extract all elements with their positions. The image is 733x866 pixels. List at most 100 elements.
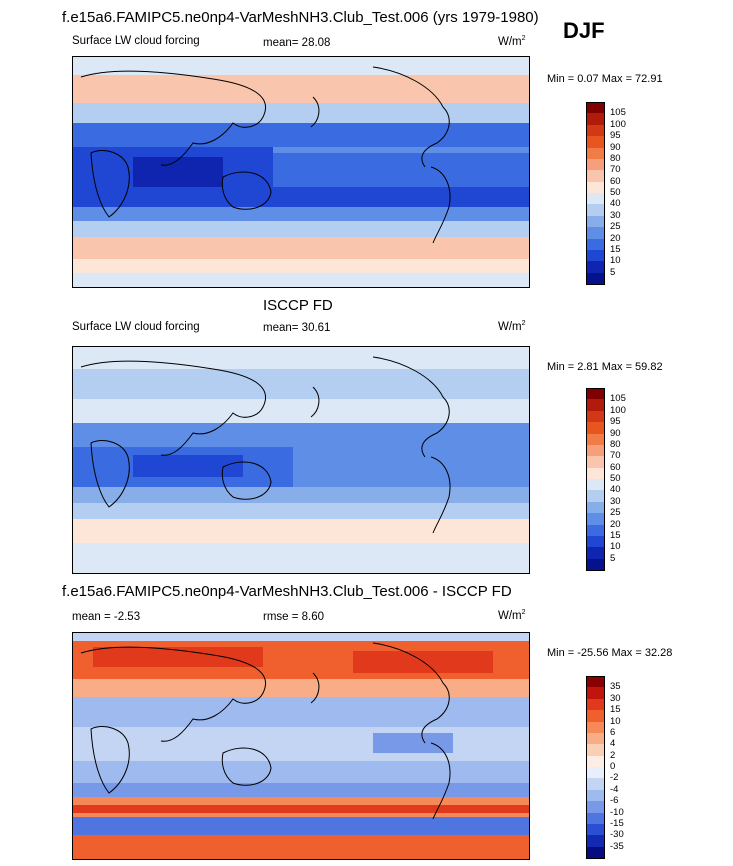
colorbar-tick-label: 95 (610, 416, 621, 428)
colorbar-cell (586, 410, 605, 423)
colorbar-tick-label: 5 (610, 266, 616, 278)
panel-1-mean-label: mean= 28.08 (263, 37, 331, 49)
colorbar-tick-label: 80 (610, 152, 621, 164)
colorbar-tick-label: 60 (610, 461, 621, 473)
colorbar-cell (586, 113, 605, 126)
colorbar-tick-label: 20 (610, 518, 621, 530)
colorbar-cell (586, 433, 605, 446)
colorbar-cell (586, 204, 605, 217)
colorbar-tick-label: 80 (610, 438, 621, 450)
colorbar-cell (586, 193, 605, 205)
colorbar-cell (586, 755, 605, 768)
colorbar-cell (586, 388, 605, 400)
colorbar-cell (586, 721, 605, 734)
colorbar-cell (586, 136, 605, 148)
colorbar-tick-label: 6 (610, 726, 616, 738)
panel-3-units: W/m2 (498, 609, 526, 622)
panel-2-variable-label: Surface LW cloud forcing (72, 321, 200, 333)
colorbar-tick-label: 50 (610, 473, 621, 484)
panel-2-field (73, 347, 529, 573)
colorbar-cell (586, 732, 605, 745)
panel-3-minmax: Min = -25.56 Max = 32.28 (547, 647, 673, 659)
colorbar-tick-label: 15 (610, 243, 621, 255)
colorbar-cell (586, 767, 605, 779)
panel-2-heading: ISCCP FD (263, 297, 333, 314)
colorbar-cell (586, 687, 605, 700)
colorbar-tick-label: 70 (610, 450, 621, 462)
colorbar-cell (586, 456, 605, 469)
colorbar-cell (586, 158, 605, 171)
panel-2-minmax: Min = 2.81 Max = 59.82 (547, 361, 663, 373)
colorbar-tick-label: 20 (610, 232, 621, 244)
colorbar-tick-label: -15 (610, 817, 624, 829)
panel-3-rmse-label: rmse = 8.60 (263, 611, 325, 623)
colorbar-cell (586, 261, 605, 274)
colorbar-cell (586, 676, 605, 688)
colorbar-tick-label: 30 (610, 495, 621, 507)
colorbar-cell (586, 215, 605, 228)
colorbar-tick-label: -2 (610, 772, 619, 784)
panel-2-colorbar: 105 100 95 90 80 70 60 50 40 30 25 20 15 10 5 (586, 388, 646, 571)
colorbar-cell (586, 710, 605, 722)
colorbar-cell (586, 535, 605, 548)
colorbar-cell (586, 227, 605, 239)
colorbar-cell (586, 558, 605, 571)
panel-3-field (73, 633, 529, 859)
colorbar-cell (586, 490, 605, 503)
colorbar-cell (586, 846, 605, 859)
colorbar-cell (586, 399, 605, 412)
colorbar-tick-label: 15 (610, 704, 621, 716)
colorbar-tick-label: 5 (610, 552, 616, 564)
colorbar-tick-label: 0 (610, 761, 616, 772)
colorbar-tick-label: 40 (610, 484, 621, 496)
colorbar-cell (586, 170, 605, 183)
colorbar-tick-label: 2 (610, 749, 616, 761)
colorbar-cell (586, 547, 605, 560)
panel-1-variable-label: Surface LW cloud forcing (72, 35, 200, 47)
colorbar-tick-label: -30 (610, 829, 624, 841)
panel-1-minmax: Min = 0.07 Max = 72.91 (547, 73, 663, 85)
colorbar-cell (586, 524, 605, 537)
colorbar-cell (586, 744, 605, 757)
panel-3-mean-label: mean = -2.53 (72, 611, 141, 623)
colorbar-tick-label: -6 (610, 795, 619, 807)
panel-3-colorbar: 35 30 15 10 6 4 2 0 -2 -4 -6 -10 -15 -30 -35 (586, 676, 646, 859)
colorbar-tick-label: 15 (610, 529, 621, 541)
colorbar-tick-label: 35 (610, 681, 621, 693)
colorbar-cell (586, 501, 605, 514)
colorbar-tick-label: -35 (610, 840, 624, 852)
panel-1-field (73, 57, 529, 287)
panel-1-heading: f.e15a6.FAMIPC5.ne0np4-VarMeshNH3.Club_T… (62, 9, 539, 26)
colorbar-cell (586, 181, 605, 194)
colorbar-tick-label: 95 (610, 130, 621, 142)
colorbar-cell (586, 238, 605, 251)
colorbar-tick-label: 10 (610, 255, 621, 267)
colorbar-cell (586, 467, 605, 480)
colorbar-tick-label: 105 (610, 393, 626, 405)
colorbar-tick-label: 100 (610, 404, 626, 416)
colorbar-tick-label: 70 (610, 164, 621, 176)
colorbar-tick-label: 40 (610, 198, 621, 210)
colorbar-tick-label: -4 (610, 783, 619, 795)
colorbar-tick-label: -10 (610, 806, 624, 818)
colorbar-cell (586, 479, 605, 491)
colorbar-tick-label: 90 (610, 427, 621, 439)
colorbar-cell (586, 147, 605, 160)
colorbar-tick-label: 10 (610, 715, 621, 727)
colorbar-cell (586, 249, 605, 262)
colorbar-tick-label: 4 (610, 738, 616, 750)
colorbar-tick-label: 30 (610, 209, 621, 221)
colorbar-cell (586, 102, 605, 114)
panel-1-map (72, 56, 530, 288)
colorbar-cell (586, 272, 605, 285)
colorbar-tick-label: 60 (610, 175, 621, 187)
colorbar-cell (586, 422, 605, 434)
colorbar-cell (586, 789, 605, 802)
colorbar-tick-label: 25 (610, 221, 621, 233)
colorbar-cell (586, 835, 605, 848)
panel-1-colorbar: 105 100 95 90 80 70 60 50 40 30 25 20 15 10 5 (586, 102, 646, 285)
panel-2-map (72, 346, 530, 574)
panel-2-mean-label: mean= 30.61 (263, 322, 331, 334)
panel-3-map (72, 632, 530, 860)
colorbar-tick-label: 10 (610, 541, 621, 553)
